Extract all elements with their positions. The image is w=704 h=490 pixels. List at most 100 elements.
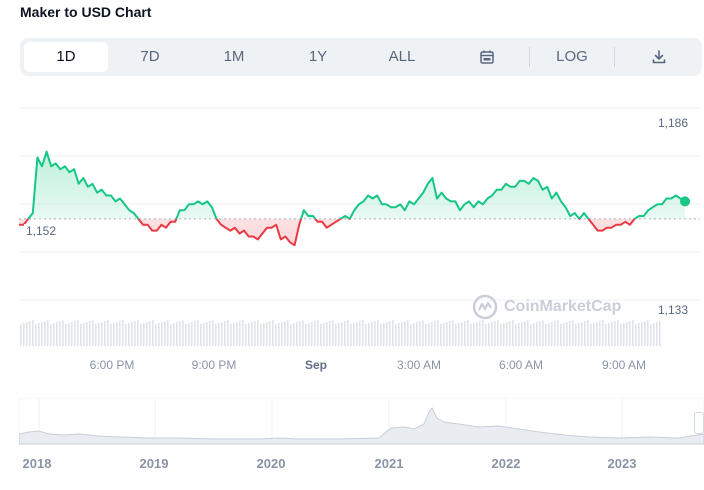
- volume-bar: [443, 323, 445, 346]
- volume-bar: [323, 323, 325, 346]
- volume-bar: [362, 320, 364, 346]
- tab-1y[interactable]: 1Y: [308, 48, 328, 65]
- tab-7d[interactable]: 7D: [140, 48, 160, 65]
- volume-bar: [206, 322, 208, 346]
- download-button[interactable]: [639, 42, 679, 72]
- volume-bar: [530, 324, 532, 346]
- volume-bar: [479, 321, 481, 346]
- volume-bar: [155, 324, 157, 346]
- volume-bar: [578, 323, 580, 346]
- volume-bar: [566, 322, 568, 346]
- volume-bar: [248, 323, 250, 346]
- volume-bar: [515, 324, 517, 346]
- volume-bar: [626, 322, 628, 346]
- volume-bar: [656, 322, 658, 346]
- volume-bar: [380, 324, 382, 346]
- volume-bar: [392, 320, 394, 346]
- volume-bar: [212, 320, 214, 346]
- volume-bar: [422, 320, 424, 346]
- volume-bar: [272, 320, 274, 346]
- volume-bar: [200, 324, 202, 346]
- coinmarketcap-logo-icon: [472, 294, 498, 320]
- volume-bar: [377, 320, 379, 346]
- volume-bar: [170, 324, 172, 346]
- volume-bar: [440, 324, 442, 346]
- volume-bar: [233, 323, 235, 346]
- volume-bar: [266, 322, 268, 346]
- volume-bar: [569, 321, 571, 346]
- price-chart[interactable]: [0, 92, 704, 352]
- volume-bar: [119, 321, 121, 346]
- y-tick-label: 1,186: [658, 116, 689, 130]
- x-tick-label: 9:00 PM: [191, 358, 237, 372]
- volume-bar: [230, 324, 232, 346]
- volume-bar: [593, 323, 595, 346]
- volume-bar: [140, 324, 142, 346]
- volume-bar: [215, 324, 217, 346]
- y-tick-label: 1,133: [658, 303, 689, 317]
- volume-bar: [395, 324, 397, 346]
- volume-bar: [494, 321, 496, 346]
- volume-bar: [455, 324, 457, 346]
- volume-bar: [635, 324, 637, 346]
- tab-1m[interactable]: 1M: [223, 48, 245, 65]
- navigator-history-area: [19, 407, 704, 445]
- navigator-year-label: 2023: [607, 456, 637, 471]
- volume-bar: [449, 321, 451, 346]
- volume-bar: [53, 323, 55, 346]
- volume-bar: [242, 320, 244, 346]
- x-tick-label: 9:00 AM: [601, 358, 647, 372]
- calendar-button[interactable]: [467, 42, 507, 72]
- volume-bar: [353, 323, 355, 346]
- tab-1d[interactable]: 1D: [24, 42, 108, 72]
- volume-bar: [545, 324, 547, 346]
- volume-bar: [101, 322, 103, 346]
- volume-bar: [290, 324, 292, 346]
- volume-bar: [503, 323, 505, 346]
- volume-bar: [254, 321, 256, 346]
- volume-bar: [245, 324, 247, 346]
- volume-bar: [164, 321, 166, 346]
- navigator-drag-handle[interactable]: [694, 412, 704, 434]
- x-tick-label: Sep: [304, 358, 328, 372]
- volume-bar: [602, 320, 604, 346]
- log-scale-toggle[interactable]: LOG: [556, 48, 588, 65]
- volume-bar: [632, 320, 634, 346]
- volume-bar: [497, 320, 499, 346]
- volume-bar: [62, 320, 64, 346]
- volume-bar: [80, 324, 82, 346]
- volume-bar: [551, 322, 553, 346]
- volume-bar: [599, 321, 601, 346]
- volume-bar: [533, 323, 535, 346]
- volume-bar: [473, 323, 475, 346]
- range-navigator[interactable]: [19, 398, 704, 448]
- volume-bar: [458, 323, 460, 346]
- volume-bar: [236, 322, 238, 346]
- volume-bar: [221, 322, 223, 346]
- volume-bar: [347, 320, 349, 346]
- volume-bar: [629, 321, 631, 346]
- volume-bar: [596, 322, 598, 346]
- time-range-toolbar: 1D 7D 1M 1Y ALL LOG: [20, 38, 702, 76]
- tab-all[interactable]: ALL: [388, 48, 416, 65]
- volume-bar: [134, 321, 136, 346]
- volume-bar: [83, 323, 85, 346]
- volume-bar: [38, 323, 40, 346]
- toolbar-divider: [614, 47, 615, 67]
- reference-price-label: 1,152: [24, 224, 59, 238]
- volume-bar: [512, 320, 514, 346]
- volume-bar: [623, 323, 625, 346]
- navigator-year-label: 2018: [22, 456, 52, 471]
- volume-bar: [173, 323, 175, 346]
- volume-bar: [23, 323, 25, 346]
- volume-bar: [317, 320, 319, 346]
- volume-bar: [326, 322, 328, 346]
- navigator-year-label: 2021: [374, 456, 404, 471]
- volume-bar: [371, 322, 373, 346]
- volume-bar: [398, 323, 400, 346]
- volume-bar: [305, 324, 307, 346]
- volume-bar: [329, 321, 331, 346]
- volume-bar: [389, 321, 391, 346]
- volume-bar: [194, 321, 196, 346]
- volume-bar: [56, 322, 58, 346]
